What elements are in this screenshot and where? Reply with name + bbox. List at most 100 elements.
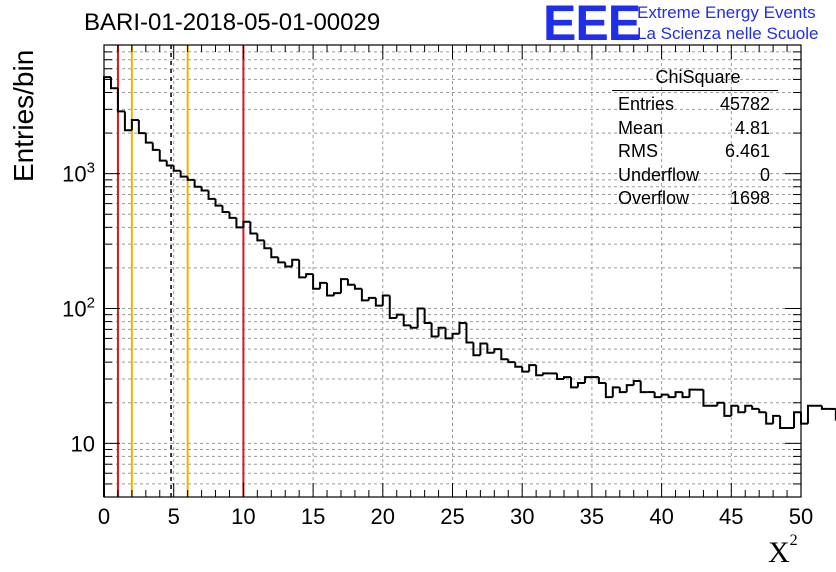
histogram-bin bbox=[346, 279, 355, 286]
histogram-bin bbox=[172, 165, 181, 172]
histogram-bin bbox=[333, 292, 341, 296]
histogram-bin bbox=[193, 179, 202, 188]
histogram-bin bbox=[744, 404, 753, 413]
stats-value: 4.81 bbox=[734, 117, 770, 138]
histogram-bin bbox=[235, 217, 244, 229]
histogram-bin bbox=[681, 392, 690, 399]
histogram-bin bbox=[514, 362, 523, 368]
stats-row-overflow: Overflow 1698 bbox=[612, 187, 778, 211]
histogram-bin bbox=[339, 278, 348, 294]
histogram-bin bbox=[151, 142, 160, 151]
histogram-bin bbox=[137, 120, 146, 135]
histogram-bin bbox=[381, 294, 390, 306]
histogram-bin bbox=[430, 323, 439, 338]
histogram-bin bbox=[409, 325, 418, 329]
histogram-bin bbox=[625, 384, 634, 393]
logo-line-2: La Scienza nelle Scuole bbox=[637, 24, 819, 43]
histogram-bin bbox=[618, 387, 627, 394]
histogram-bin bbox=[521, 366, 530, 373]
histogram-bin bbox=[395, 313, 404, 319]
histogram-bin bbox=[507, 359, 516, 364]
histogram-bin bbox=[109, 77, 118, 90]
stats-box: ChiSquare Entries 45782 Mean 4.81 RMS 6.461 Un… bbox=[612, 67, 778, 211]
stats-label: Mean bbox=[618, 117, 664, 138]
stats-label: Entries bbox=[618, 94, 675, 114]
histogram-bin bbox=[751, 405, 760, 410]
stats-label: RMS bbox=[618, 141, 658, 161]
histogram-bin bbox=[688, 388, 697, 398]
histogram-bin bbox=[737, 405, 746, 414]
stats-row-mean: Mean 4.81 bbox=[612, 117, 778, 141]
histogram-bin bbox=[277, 257, 286, 264]
histogram-bin bbox=[660, 393, 669, 398]
histogram-bin bbox=[820, 405, 829, 410]
histogram-bin bbox=[319, 281, 328, 289]
histogram-bin bbox=[165, 160, 174, 167]
histogram-bin bbox=[528, 364, 537, 372]
histogram-bin bbox=[242, 220, 251, 228]
histogram-bin bbox=[116, 88, 125, 113]
histogram-bin bbox=[228, 211, 237, 219]
stats-value: 1698 bbox=[729, 188, 770, 208]
stats-label: Underflow bbox=[618, 164, 700, 185]
histogram-bin bbox=[542, 372, 551, 376]
histogram-bin bbox=[158, 149, 167, 162]
eee-logo: EEE bbox=[543, 0, 641, 51]
histogram-bin bbox=[305, 273, 314, 278]
histogram-bin bbox=[367, 296, 376, 301]
y-tick-exponent: 3 bbox=[87, 160, 95, 177]
x-tick-label: 35 bbox=[580, 504, 604, 529]
histogram-bin bbox=[402, 314, 411, 327]
histogram-bin bbox=[458, 322, 467, 334]
histogram-bin bbox=[298, 259, 307, 279]
histogram-bin bbox=[291, 258, 300, 267]
y-axis-label: Entries/bin bbox=[8, 49, 39, 182]
histogram-bin bbox=[535, 365, 544, 377]
histogram-bin bbox=[130, 119, 139, 131]
histogram-bin bbox=[103, 76, 111, 497]
histogram-bin bbox=[256, 233, 265, 242]
histogram-bin bbox=[800, 412, 808, 425]
histogram-bin bbox=[144, 133, 153, 144]
histogram-bin bbox=[611, 386, 620, 398]
histogram-bin bbox=[263, 240, 272, 250]
y-tick-label: 103 bbox=[62, 160, 95, 187]
histogram-bin bbox=[576, 382, 585, 388]
y-tick-label: 10 bbox=[71, 431, 95, 456]
histogram-bin bbox=[353, 284, 362, 290]
histogram-bin bbox=[179, 170, 188, 178]
histogram-bin bbox=[556, 373, 565, 381]
histogram-bin bbox=[772, 414, 781, 424]
histogram-bin bbox=[444, 327, 453, 340]
histogram-bin bbox=[597, 377, 606, 385]
histogram-bin bbox=[653, 392, 662, 399]
histogram-bin bbox=[674, 391, 683, 398]
histogram-bin bbox=[270, 248, 279, 259]
stats-divider bbox=[612, 90, 778, 91]
stats-row-entries: Entries 45782 bbox=[612, 93, 778, 117]
histogram-bin bbox=[604, 383, 613, 399]
stats-value: 0 bbox=[759, 164, 770, 185]
stats-value: 45782 bbox=[719, 94, 770, 114]
histogram-bin bbox=[479, 342, 488, 356]
histogram-bin bbox=[493, 348, 502, 353]
histogram-bin bbox=[639, 380, 648, 394]
histogram-bin bbox=[207, 190, 216, 200]
histogram-bin bbox=[730, 404, 739, 416]
x-axis-label-text: X bbox=[768, 536, 790, 569]
x-tick-label: 45 bbox=[719, 504, 743, 529]
histogram-bin bbox=[123, 111, 132, 132]
histogram-bin bbox=[200, 186, 209, 192]
histogram-bin bbox=[416, 307, 425, 328]
y-tick-label: 102 bbox=[62, 295, 95, 322]
histogram-bin bbox=[221, 205, 230, 213]
histogram-bin bbox=[312, 274, 321, 290]
histogram-bin bbox=[360, 288, 369, 302]
histogram-bin bbox=[437, 326, 446, 337]
histogram-bin bbox=[423, 308, 432, 325]
histogram-bin bbox=[583, 376, 592, 384]
histogram-bin bbox=[186, 176, 195, 181]
histogram-bin bbox=[563, 376, 571, 380]
y-tick-base: 10 bbox=[62, 297, 86, 322]
